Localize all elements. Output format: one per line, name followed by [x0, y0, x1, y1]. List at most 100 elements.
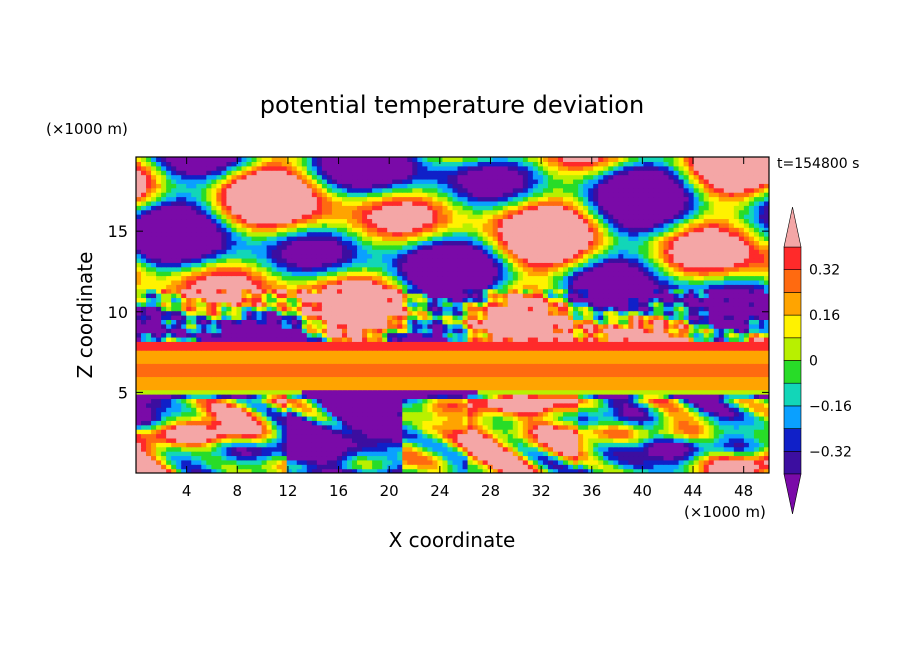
contour-cell — [743, 407, 750, 413]
contour-cell — [186, 407, 192, 413]
contour-cell — [477, 433, 484, 439]
contour-cell — [427, 328, 433, 334]
contour-cell — [482, 394, 489, 399]
contour-cell — [357, 367, 363, 373]
contour-cell — [372, 459, 378, 465]
contour-cell — [326, 328, 333, 334]
contour-cell — [492, 358, 499, 364]
contour-cell — [497, 464, 504, 470]
contour-cell — [588, 345, 594, 351]
contour-cell — [186, 411, 192, 417]
contour-cell — [743, 301, 750, 307]
contour-cell — [276, 354, 283, 360]
contour-cell — [221, 332, 228, 338]
contour-cell — [472, 350, 479, 356]
contour-cell — [211, 433, 217, 439]
contour-cell — [653, 442, 660, 448]
contour-cell — [452, 319, 459, 325]
contour-cell — [311, 446, 318, 452]
contour-cell — [573, 310, 579, 316]
contour-cell — [733, 323, 740, 329]
contour-cell — [276, 297, 283, 303]
contour-cell — [527, 459, 534, 465]
contour-cell — [598, 385, 604, 391]
contour-cell — [713, 372, 720, 378]
contour-cell — [427, 319, 433, 325]
contour-cell — [336, 306, 343, 312]
contour-cell — [321, 385, 328, 391]
contour-cell — [146, 306, 152, 312]
contour-cell — [146, 336, 152, 342]
contour-cell — [352, 464, 358, 470]
contour-cell — [578, 363, 584, 369]
contour-cell — [437, 297, 444, 303]
contour-cell — [407, 350, 413, 356]
contour-cell — [201, 345, 207, 351]
contour-cell — [236, 376, 243, 382]
contour-cell — [261, 446, 268, 452]
contour-cell — [341, 415, 348, 421]
contour-cell — [718, 455, 725, 461]
contour-cell — [693, 389, 700, 395]
contour-cell — [281, 328, 288, 334]
contour-cell — [568, 407, 574, 413]
contour-cell — [673, 358, 680, 364]
contour-cell — [392, 402, 398, 408]
contour-cell — [186, 455, 192, 461]
contour-cell — [492, 345, 499, 351]
contour-cell — [347, 385, 353, 391]
contour-cell — [713, 380, 720, 386]
contour-cell — [291, 459, 298, 465]
contour-cell — [653, 310, 660, 316]
contour-cell — [367, 459, 373, 465]
contour-cell — [688, 380, 695, 386]
contour-cell — [688, 468, 695, 473]
contour-cell — [713, 336, 720, 342]
contour-cell — [578, 468, 584, 473]
contour-cell — [573, 332, 579, 338]
contour-cell — [763, 429, 769, 435]
contour-cell — [276, 389, 283, 395]
contour-cell — [457, 437, 464, 443]
contour-cell — [507, 455, 514, 461]
contour-cell — [613, 376, 619, 382]
contour-cell — [251, 442, 258, 448]
contour-cell — [156, 420, 162, 426]
contour-cell — [753, 398, 760, 404]
contour-cell — [341, 380, 348, 386]
contour-cell — [196, 306, 202, 312]
contour-cell — [588, 385, 594, 391]
contour-cell — [497, 389, 504, 395]
contour-cell — [502, 358, 509, 364]
contour-cell — [713, 354, 720, 360]
contour-cell — [457, 315, 464, 320]
contour-cell — [231, 376, 238, 382]
contour-cell — [196, 385, 202, 391]
contour-cell — [206, 446, 212, 452]
contour-cell — [628, 437, 634, 443]
contour-cell — [748, 336, 755, 342]
contour-cell — [437, 415, 444, 421]
contour-cell — [653, 363, 660, 369]
contour-cell — [558, 350, 564, 356]
contour-cell — [221, 328, 228, 334]
contour-cell — [588, 376, 594, 382]
contour-cell — [442, 468, 449, 473]
contour-cell — [271, 345, 278, 351]
contour-cell — [733, 367, 740, 373]
contour-cell — [568, 315, 574, 320]
contour-cell — [703, 310, 710, 316]
contour-cell — [321, 433, 328, 439]
contour-cell — [502, 350, 509, 356]
contour-cell — [447, 310, 454, 316]
contour-cell — [472, 380, 479, 386]
contour-cell — [156, 358, 162, 364]
contour-cell — [402, 437, 408, 443]
contour-cell — [161, 424, 167, 430]
contour-cell — [537, 455, 544, 461]
contour-cell — [432, 433, 439, 439]
contour-cell — [552, 459, 559, 465]
contour-cell — [497, 315, 504, 320]
contour-cell — [713, 411, 720, 417]
contour-cell — [146, 468, 152, 473]
